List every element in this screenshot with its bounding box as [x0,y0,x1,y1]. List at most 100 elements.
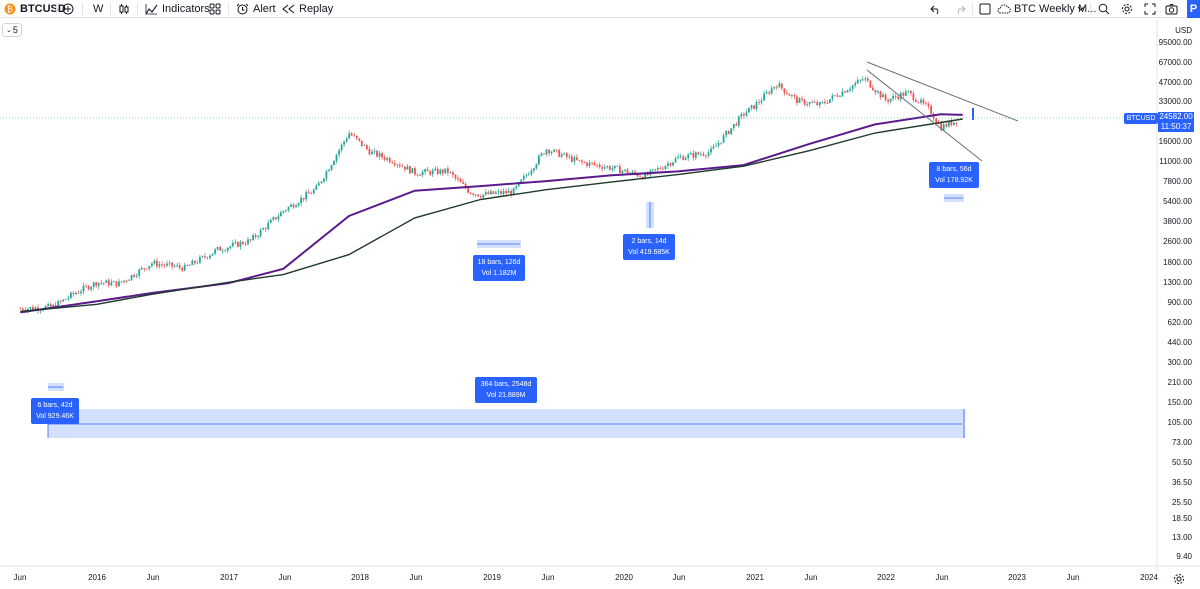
candle-body [570,156,573,162]
candle-body [196,262,199,264]
candle-body [553,149,555,152]
divider [1090,3,1091,15]
chart-settings-button[interactable] [1173,572,1185,589]
candle-body [166,263,168,266]
candle-body [345,138,348,142]
time-label: Jun [146,573,160,582]
interval-button[interactable]: W [93,0,103,18]
candle-body [378,153,381,157]
candle-body [720,142,722,144]
search-button[interactable] [1098,0,1110,18]
cloud-icon [997,4,1011,14]
time-label: Jun [1066,573,1080,582]
candle-body [229,246,232,248]
candle-body [396,164,399,166]
layout-menu-button[interactable] [1077,0,1085,18]
undo-button[interactable] [930,0,942,18]
candle-body [300,197,302,204]
candle-body [237,241,239,247]
chart-type-button[interactable] [118,0,130,18]
candle-body [902,93,905,96]
candle-body [793,95,796,97]
measurement-tag: 8 bars, 56d Vol 178.92K [929,162,979,188]
candle-body [454,174,457,179]
snapshot-button[interactable] [1165,0,1178,18]
candle-body [631,171,634,173]
candle-body [823,101,826,103]
price-label: 73.00 [1171,438,1192,447]
select-layout-checkbox[interactable] [979,0,991,18]
candle-body [657,168,659,170]
candle-body [540,153,543,156]
candle-body [598,164,601,167]
candle-body [287,206,290,211]
candle-body [19,308,22,310]
candle-body [386,157,388,160]
symbol-search[interactable]: ₿ BTCUSD [4,0,66,18]
candle-body [874,90,877,93]
settings-button[interactable] [1121,0,1133,18]
candle-body [315,185,318,190]
candle-body [75,292,77,295]
candle-body [576,157,578,160]
candle-body [586,162,588,166]
candle-body [178,265,181,268]
candle-body [176,265,179,267]
redo-button[interactable] [954,0,966,18]
candle-body [654,169,657,171]
candle-body [487,192,490,195]
candle-body [290,204,292,207]
candle-body [97,282,100,286]
current-price-value: 24582.00 [1159,112,1193,121]
price-label: 900.00 [1167,298,1192,307]
candle-body [894,96,897,97]
candle-body [479,196,482,198]
candle-body [95,282,98,286]
candle-body [700,154,702,155]
candle-body [573,157,576,162]
fullscreen-icon [1144,3,1156,15]
price-label: 16000.00 [1158,137,1192,146]
divider [972,3,973,15]
indicators-button[interactable]: Indicators [145,0,210,18]
replay-button[interactable]: Replay [282,0,333,18]
candle-body [545,149,548,155]
candle-body [565,153,568,157]
price-chart[interactable] [0,19,1200,571]
candle-body [667,163,669,166]
templates-button[interactable] [209,0,221,18]
candle-body [735,124,738,126]
measurement-bars: 18 bars, 126d [477,259,521,266]
candle-body [763,93,765,101]
candle-body [323,178,325,182]
candle-body [836,95,839,97]
candle-body [462,182,464,184]
alert-button[interactable]: Alert [236,0,276,18]
candle-body [191,260,194,265]
candle-body [930,106,932,114]
candle-body [550,151,553,154]
candle-body [140,268,143,270]
candle-body [59,301,62,302]
legend-collapse-button[interactable]: ⌄ 5 [2,23,22,37]
candle-body [206,257,209,259]
publish-button[interactable]: P [1187,0,1200,18]
price-label: 620.00 [1167,318,1192,327]
candle-body [269,219,272,223]
candle-body [818,102,821,106]
candle-body [416,174,419,176]
candle-body [221,250,224,252]
add-symbol-button[interactable] [62,0,74,18]
candle-body [864,78,867,80]
fullscreen-button[interactable] [1144,0,1156,18]
candle-body [543,153,545,155]
candle-body [705,155,707,157]
candle-body [512,188,515,195]
candle-body [753,105,755,109]
candle-body [64,299,67,300]
time-label: Jun [541,573,555,582]
candle-body [811,102,814,104]
replay-label: Replay [299,3,334,15]
layout-name-button[interactable]: BTC Weekly M... [997,0,1096,18]
candle-body [153,260,156,264]
